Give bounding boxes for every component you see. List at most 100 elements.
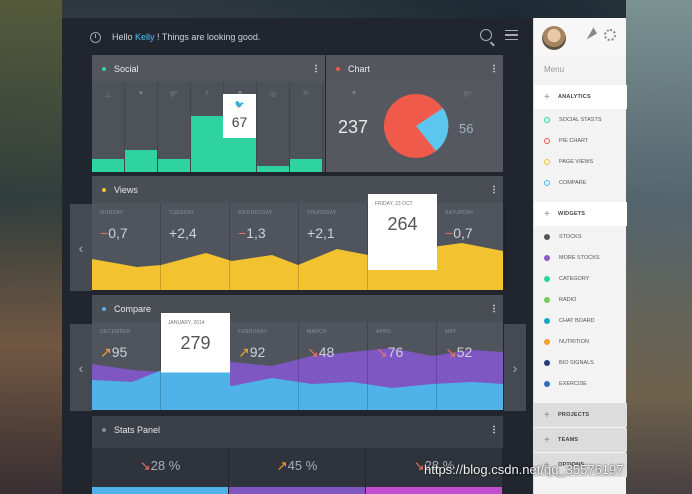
compare-cell[interactable]: MAY ↘52 xyxy=(437,322,506,410)
compare-value: ↘48 xyxy=(307,344,334,361)
views-cell[interactable]: SATURDAY −0,7 xyxy=(437,203,506,290)
sidebar-item[interactable]: COMPARE xyxy=(544,173,624,193)
kebab-menu-icon[interactable] xyxy=(493,185,495,194)
views-cell[interactable]: MONDAY −0,7 xyxy=(92,203,161,290)
stat-item[interactable]: ↘28 % xyxy=(92,448,229,494)
sidebar-item[interactable]: NUTRITION xyxy=(544,332,624,352)
hamburger-menu-icon[interactable] xyxy=(505,30,518,40)
sidebar-item[interactable]: CHAT BOARD xyxy=(544,311,624,331)
sidebar-item[interactable]: EXERCISE xyxy=(544,374,624,394)
stat-value: 28 % xyxy=(424,458,455,473)
dot-icon xyxy=(544,255,550,261)
kebab-menu-icon[interactable] xyxy=(493,304,495,313)
views-cell[interactable]: WEDNESDAY −1,3 xyxy=(230,203,299,290)
stat-color-strip xyxy=(92,487,228,494)
compare-value: ↗92 xyxy=(238,344,265,361)
compare-cell[interactable]: DECEMBER ↗95 xyxy=(92,322,161,410)
views-highlight-value: 264 xyxy=(387,214,418,234)
compare-cell[interactable]: APRIL ↘76 xyxy=(368,322,437,410)
social-column[interactable]: △ xyxy=(92,82,125,172)
sidebar-section-teams[interactable]: + TEAMS xyxy=(534,428,627,452)
gear-icon[interactable] xyxy=(604,29,616,41)
sidebar-item[interactable]: CATEGORY xyxy=(544,269,624,289)
social-card-header: Social xyxy=(92,55,325,82)
views-day-label: TUESDAY xyxy=(169,210,195,216)
stat-value: 45 % xyxy=(287,458,318,473)
plus-icon: + xyxy=(544,459,551,471)
sidebar-item[interactable]: RADIO xyxy=(544,290,624,310)
pie-chart[interactable] xyxy=(383,93,449,159)
avatar[interactable] xyxy=(542,26,566,50)
views-dot-icon xyxy=(102,187,106,192)
social-column[interactable]: t xyxy=(191,82,224,172)
sidebar-section-analytics[interactable]: + ANALYTICS xyxy=(534,85,627,109)
compare-value: ↘52 xyxy=(445,344,472,361)
sidebar-item[interactable]: PIE CHART xyxy=(544,131,624,151)
views-highlight[interactable]: FRIDAY, 23 OCT 264 xyxy=(368,194,437,270)
stats-card-header: Stats Panel xyxy=(92,416,503,443)
views-sign: − xyxy=(445,225,454,241)
stat-item[interactable]: ↗45 % xyxy=(229,448,366,494)
views-number: 0,7 xyxy=(108,225,128,241)
arrow-down-icon: ↘ xyxy=(139,458,151,473)
social-bar xyxy=(158,159,190,172)
social-network-icon: ♥ xyxy=(138,90,144,97)
views-highlight-label: FRIDAY, 23 OCT xyxy=(375,201,413,207)
sidebar-section-options[interactable]: + OPTIONS xyxy=(534,453,627,477)
chart-card-header: Chart xyxy=(326,55,503,82)
views-value: +2,4 xyxy=(169,225,197,241)
views-day-label: WEDNESDAY xyxy=(238,210,273,216)
social-column[interactable]: ♥ xyxy=(125,82,158,172)
views-sign: − xyxy=(100,225,109,241)
social-card: Social △ ♥ g+ t ♥ ◎ in 🐦 67 xyxy=(92,55,325,172)
views-prev-arrow[interactable]: ‹ xyxy=(70,204,92,291)
social-highlight[interactable]: 🐦 67 xyxy=(223,94,256,172)
sidebar-item[interactable]: PAGE VIEWS xyxy=(544,152,624,172)
social-card-title: Social xyxy=(114,63,139,74)
compare-cell[interactable]: MARCH ↘48 xyxy=(299,322,368,410)
dot-icon xyxy=(544,318,550,324)
plus-icon: + xyxy=(544,434,551,446)
compare-row: DECEMBER ↗95 JANUARY, 2014 279 FEBRUARY ↗92 MA… xyxy=(92,313,506,410)
sidebar-item-label: STOCKS xyxy=(559,234,582,240)
social-bar xyxy=(191,116,223,172)
compare-next-arrow[interactable]: › xyxy=(504,324,526,411)
arrow-up-icon: ↗ xyxy=(238,344,250,360)
stat-color-strip xyxy=(229,487,365,494)
search-icon[interactable] xyxy=(480,29,492,41)
stat-item[interactable]: ↘28 % xyxy=(366,448,503,494)
sidebar-item[interactable]: MORE STOCKS xyxy=(544,248,624,268)
dot-icon xyxy=(544,297,550,303)
arrow-down-icon: ↘ xyxy=(445,344,457,360)
compare-month-label: MARCH xyxy=(307,329,327,335)
compare-month-label: FEBRUARY xyxy=(238,329,268,335)
views-card-header: Views xyxy=(92,176,503,203)
sidebar-item[interactable]: STOCKS xyxy=(544,227,624,247)
social-column[interactable]: ◎ xyxy=(257,82,290,172)
compare-month-label: APRIL xyxy=(376,329,392,335)
section-label: PROJECTS xyxy=(558,412,590,418)
send-icon[interactable] xyxy=(583,27,597,40)
kebab-menu-icon[interactable] xyxy=(315,64,317,73)
user-name[interactable]: Kelly xyxy=(135,32,155,42)
social-highlight-bar xyxy=(223,138,256,172)
views-day-label: MONDAY xyxy=(100,210,124,216)
sidebar-section-widgets[interactable]: + WIDGETS xyxy=(534,202,627,226)
kebab-menu-icon[interactable] xyxy=(493,425,495,434)
sidebar-item[interactable]: SOCIAL STASTS xyxy=(544,110,624,130)
sidebar-item[interactable]: BIO SIGNALS xyxy=(544,353,624,373)
sidebar-item-label: PAGE VIEWS xyxy=(559,159,594,165)
sidebar-item-label: EXERCISE xyxy=(559,381,587,387)
compare-prev-arrow[interactable]: ‹ xyxy=(70,324,92,411)
sidebar-section-projects[interactable]: + PROJECTS xyxy=(534,403,627,427)
views-cell[interactable]: THURSDAY +2,1 xyxy=(299,203,368,290)
compare-cell[interactable]: FEBRUARY ↗92 xyxy=(230,322,299,410)
views-cell[interactable]: TUESDAY +2,4 xyxy=(161,203,230,290)
social-column[interactable]: in xyxy=(290,82,323,172)
stats-dot-icon xyxy=(102,427,106,432)
social-column[interactable]: g+ xyxy=(158,82,191,172)
views-row: MONDAY −0,7 TUESDAY +2,4 WEDNESDAY −1,3 THURSD… xyxy=(92,194,506,290)
kebab-menu-icon[interactable] xyxy=(493,64,495,73)
compare-card-title: Compare xyxy=(114,303,152,314)
compare-highlight[interactable]: JANUARY, 2014 279 xyxy=(161,313,230,409)
